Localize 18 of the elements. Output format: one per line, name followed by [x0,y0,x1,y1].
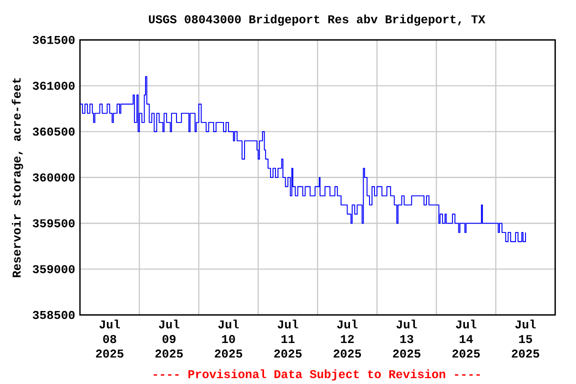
y-tick-label: 359500 [32,219,75,228]
y-tick-label: 361000 [32,82,75,90]
y-tick-label: 361500 [32,36,75,44]
x-tick-label: Jul 09 2025 [155,320,183,358]
x-tick-label: Jul 14 2025 [452,320,480,358]
x-tick-label: Jul 11 2025 [274,320,302,358]
y-axis-title: Reservoir storage, acre-feet [12,78,24,278]
x-tick-label: Jul 15 2025 [512,320,540,358]
x-tick-label: Jul 10 2025 [214,320,242,358]
y-tick-label: 359000 [32,265,75,274]
y-tick-label: 360500 [32,128,75,136]
chart-title: USGS 08043000 Bridgeport Res abv Bridgeport, TX [148,14,486,26]
y-tick-label: 358500 [32,310,75,320]
x-tick-label: Jul 12 2025 [334,320,362,358]
x-tick-label: Jul 13 2025 [393,320,420,358]
text: ---- Provisional Data Subject to Revision ---- [154,369,480,381]
x-tick-label: Jul 08 2025 [96,320,124,358]
y-tick-label: 360000 [32,173,75,182]
